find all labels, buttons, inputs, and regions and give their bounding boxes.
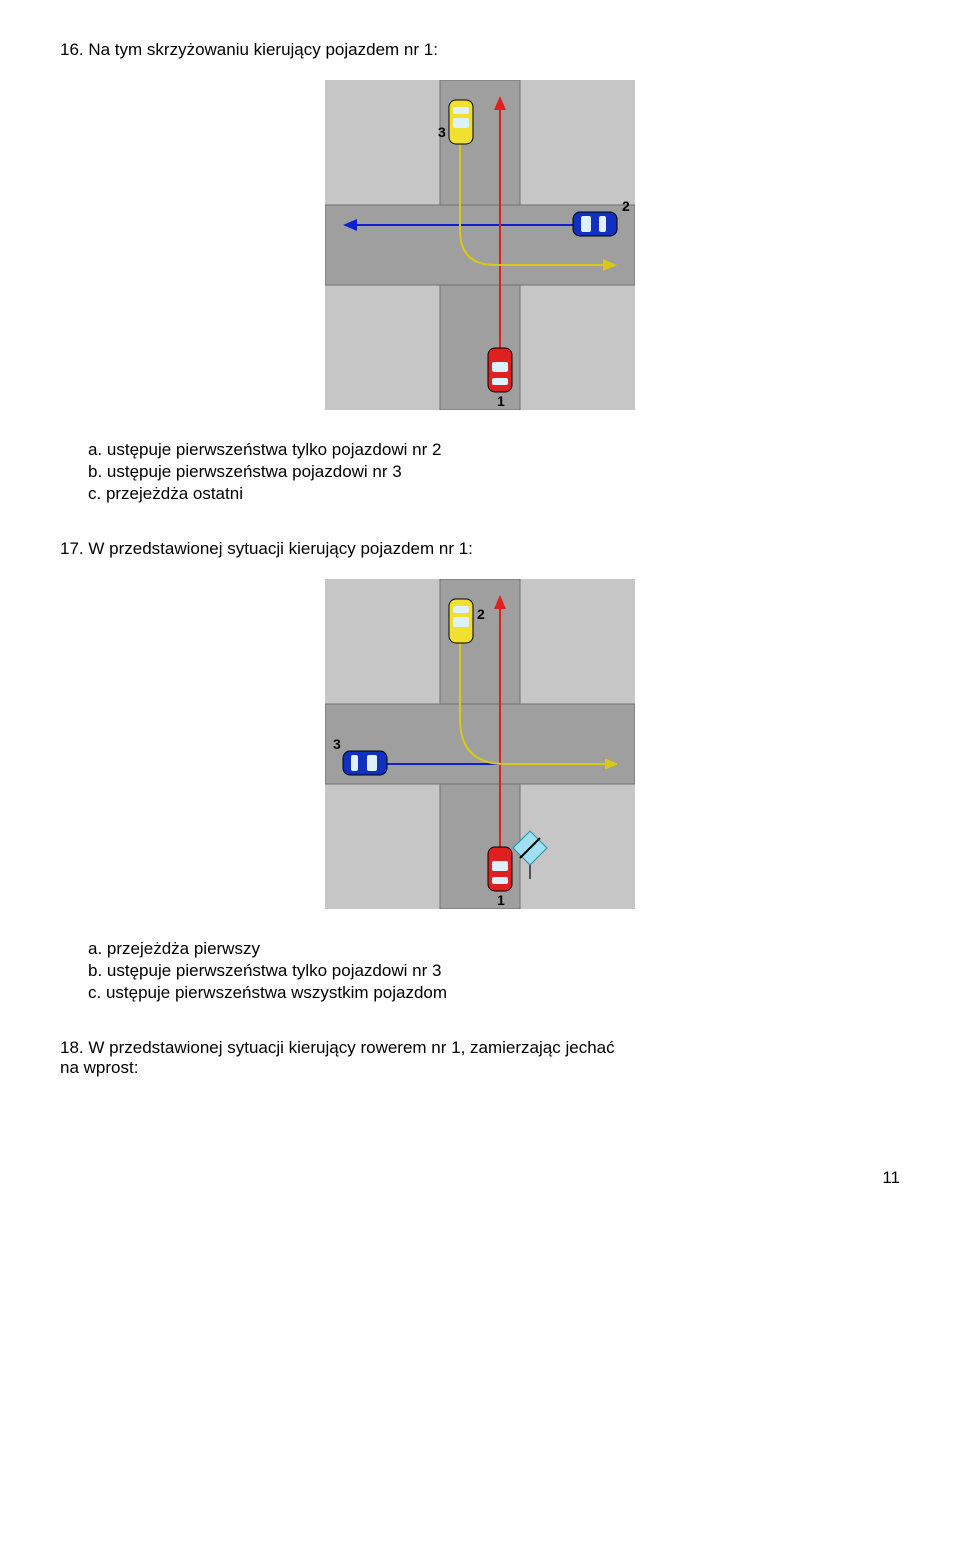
answer-17b: b. ustępuje pierwszeństwa tylko pojazdow…: [60, 961, 900, 981]
page-number: 11: [60, 1168, 900, 1188]
svg-text:2: 2: [477, 606, 485, 622]
answers-16: a. ustępuje pierwszeństwa tylko pojazdow…: [60, 440, 900, 504]
diagram-17: 2 3 1: [60, 579, 900, 914]
answers-17: a. przejeżdża pierwszy b. ustępuje pierw…: [60, 939, 900, 1003]
answer-17a: a. przejeżdża pierwszy: [60, 939, 900, 959]
svg-text:1: 1: [497, 393, 505, 409]
svg-text:1: 1: [497, 892, 505, 908]
intersection-diagram-17: 2 3 1: [325, 579, 635, 909]
question-17-text: 17. W przedstawionej sytuacji kierujący …: [60, 539, 900, 559]
question-18-line2: na wprost:: [60, 1058, 138, 1077]
diagram-16: 3 2 1: [60, 80, 900, 415]
intersection-diagram-16: 3 2 1: [325, 80, 635, 410]
svg-text:2: 2: [622, 198, 630, 214]
answer-16c: c. przejeżdża ostatni: [60, 484, 900, 504]
question-18-text: 18. W przedstawionej sytuacji kierujący …: [60, 1038, 900, 1078]
question-16-text: 16. Na tym skrzyżowaniu kierujący pojazd…: [60, 40, 900, 60]
svg-text:3: 3: [438, 124, 446, 140]
svg-text:3: 3: [333, 736, 341, 752]
answer-16b: b. ustępuje pierwszeństwa pojazdowi nr 3: [60, 462, 900, 482]
answer-17c: c. ustępuje pierwszeństwa wszystkim poja…: [60, 983, 900, 1003]
answer-16a: a. ustępuje pierwszeństwa tylko pojazdow…: [60, 440, 900, 460]
question-18-line1: 18. W przedstawionej sytuacji kierujący …: [60, 1038, 615, 1057]
